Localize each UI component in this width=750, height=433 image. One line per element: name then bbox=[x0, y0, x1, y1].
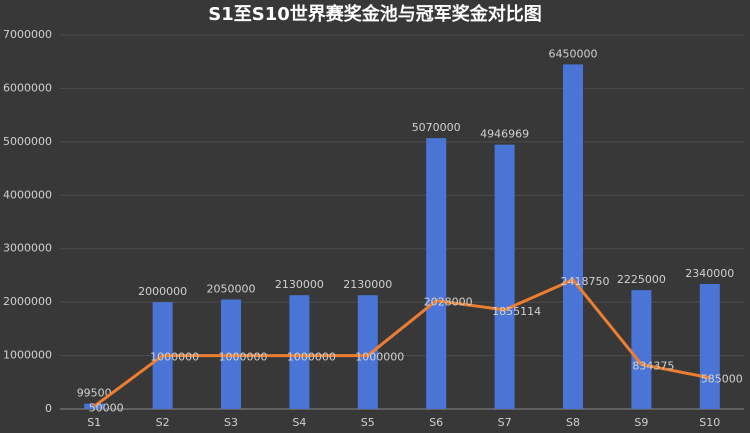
y-tick-label: 5000000 bbox=[3, 135, 52, 148]
x-tick-label: S6 bbox=[429, 416, 443, 429]
line-value-label: 50000 bbox=[89, 401, 124, 414]
bar bbox=[699, 283, 720, 409]
bar-value-label: 99500 bbox=[77, 387, 112, 400]
line-value-label: 2418750 bbox=[561, 275, 610, 288]
line-value-label: 1000000 bbox=[355, 351, 404, 364]
y-tick-label: 3000000 bbox=[3, 242, 52, 255]
bar bbox=[631, 290, 652, 409]
bar bbox=[84, 403, 105, 409]
chart-title: S1至S10世界赛奖金池与冠军奖金对比图 bbox=[208, 3, 542, 25]
bar-value-label: 6450000 bbox=[549, 47, 598, 60]
x-tick-label: S9 bbox=[634, 416, 648, 429]
line-value-label: 1000000 bbox=[287, 351, 336, 364]
line bbox=[93, 277, 711, 408]
y-tick-label: 1000000 bbox=[3, 349, 52, 362]
line-value-label: 1855114 bbox=[492, 305, 541, 318]
bar-value-label: 2340000 bbox=[685, 267, 734, 280]
y-tick-label: 6000000 bbox=[3, 81, 52, 94]
x-tick-label: S1 bbox=[87, 416, 101, 429]
bar-value-label: 2000000 bbox=[138, 285, 187, 298]
bar bbox=[563, 64, 583, 409]
bar bbox=[494, 144, 515, 410]
x-tick-label: S10 bbox=[699, 416, 720, 429]
y-tick-label: 0 bbox=[45, 402, 52, 415]
bar-value-label: 5070000 bbox=[412, 121, 461, 134]
bar-value-label: 2130000 bbox=[275, 278, 324, 291]
line-value-label: 834375 bbox=[632, 359, 674, 372]
x-tick-label: S5 bbox=[361, 416, 375, 429]
x-tick-label: S3 bbox=[224, 416, 238, 429]
x-tick-label: S2 bbox=[156, 416, 170, 429]
bar-value-label: 2050000 bbox=[207, 282, 256, 295]
x-tick-label: S4 bbox=[292, 416, 306, 429]
bar-value-label: 2225000 bbox=[617, 273, 666, 286]
y-tick-label: 4000000 bbox=[3, 188, 52, 201]
line-value-label: 585000 bbox=[701, 373, 743, 386]
bar bbox=[289, 295, 310, 409]
line-value-label: 1000000 bbox=[150, 351, 199, 364]
bar-value-label: 4946969 bbox=[480, 128, 529, 141]
y-tick-label: 2000000 bbox=[3, 295, 52, 308]
line-value-label: 1000000 bbox=[219, 351, 268, 364]
x-tick-label: S8 bbox=[566, 416, 580, 429]
bar-value-label: 2130000 bbox=[343, 278, 392, 291]
bar bbox=[426, 138, 447, 410]
line-value-label: 2028000 bbox=[424, 296, 473, 309]
bar bbox=[357, 295, 378, 409]
x-tick-label: S7 bbox=[498, 416, 512, 429]
y-tick-label: 7000000 bbox=[3, 28, 52, 41]
